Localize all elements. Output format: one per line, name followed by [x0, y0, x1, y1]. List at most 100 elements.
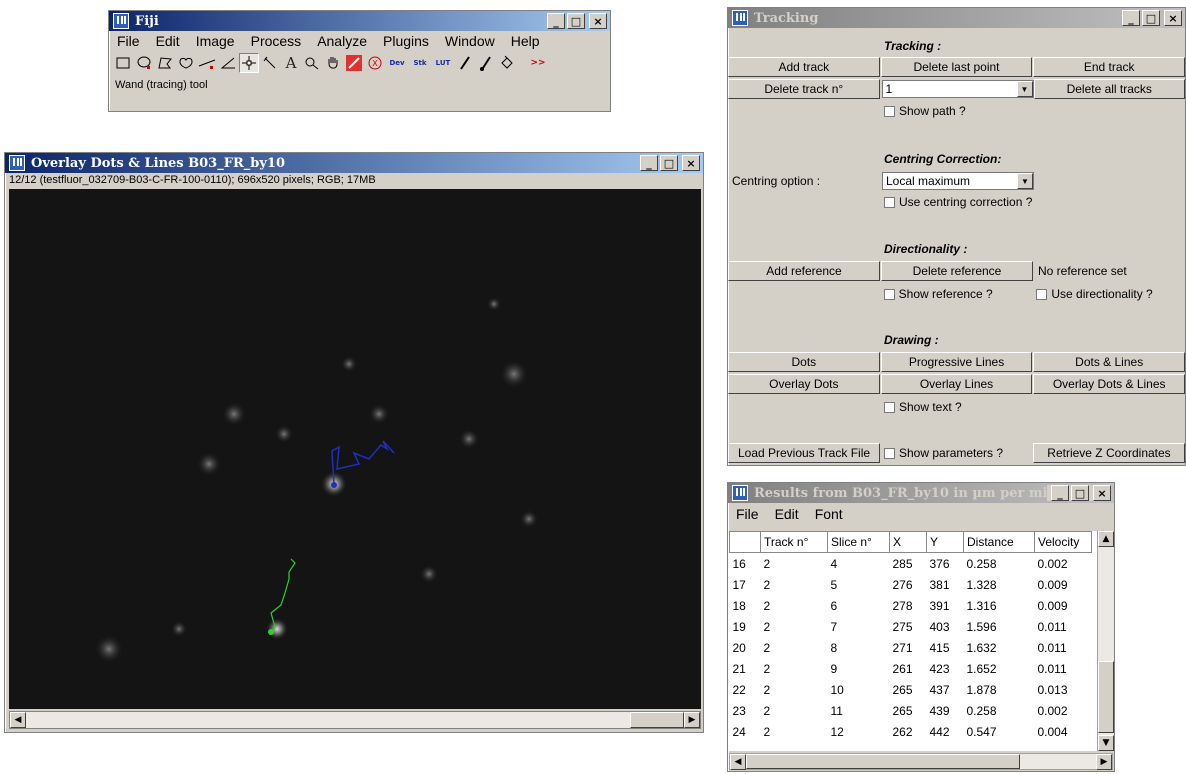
menu-window[interactable]: Window: [444, 33, 495, 49]
table-row[interactable]: 22 2 10 265 437 1.878 0.013: [730, 679, 1092, 700]
delete-track-n-button[interactable]: Delete track n°: [728, 79, 880, 99]
scroll-down-icon[interactable]: ▼: [1098, 735, 1114, 751]
minimize-button[interactable]: _: [640, 155, 658, 171]
col-header-velocity[interactable]: Velocity: [1034, 531, 1092, 553]
minimize-button[interactable]: _: [1122, 10, 1140, 26]
results-menu-file[interactable]: File: [736, 506, 759, 522]
show-parameters-checkbox[interactable]: Show parameters ?: [881, 443, 1033, 463]
image-canvas[interactable]: [9, 189, 701, 709]
close-button[interactable]: ×: [589, 13, 607, 29]
line-tool-icon[interactable]: [197, 53, 217, 73]
lut-menu-icon[interactable]: LUT: [435, 59, 451, 67]
close-button[interactable]: ×: [682, 155, 700, 171]
menu-file[interactable]: File: [117, 33, 140, 49]
minimize-button[interactable]: _: [1051, 485, 1069, 501]
use-centring-checkbox[interactable]: Use centring correction ?: [881, 192, 1034, 212]
col-header-distance[interactable]: Distance: [963, 531, 1035, 553]
table-row[interactable]: 20 2 8 271 415 1.632 0.011: [730, 637, 1092, 658]
end-track-button[interactable]: End track: [1033, 57, 1186, 77]
scroll-right-icon[interactable]: ▶: [1096, 754, 1112, 770]
menu-help[interactable]: Help: [510, 33, 540, 49]
table-row[interactable]: 17 2 5 276 381 1.328 0.009: [730, 574, 1092, 595]
add-track-button[interactable]: Add track: [728, 57, 880, 77]
delete-all-tracks-button[interactable]: Delete all tracks: [1033, 79, 1185, 99]
chevron-down-icon[interactable]: ▼: [1017, 173, 1033, 189]
checkbox-box[interactable]: [1036, 288, 1048, 300]
close-button[interactable]: ×: [1093, 485, 1111, 501]
table-row[interactable]: 16 2 4 285 376 0.258 0.002: [730, 553, 1092, 575]
maximize-button[interactable]: □: [1071, 485, 1089, 501]
rectangle-tool-icon[interactable]: [113, 53, 133, 73]
dots-button[interactable]: Dots: [728, 352, 880, 372]
progressive-lines-button[interactable]: Progressive Lines: [880, 352, 1033, 372]
table-row[interactable]: 24 2 12 262 442 0.547 0.004: [730, 721, 1092, 742]
magnifier-tool-icon[interactable]: [302, 53, 322, 73]
freehand-tool-icon[interactable]: [176, 53, 196, 73]
menu-plugins[interactable]: Plugins: [383, 33, 429, 49]
scroll-thumb[interactable]: [746, 754, 1020, 769]
checkbox-box[interactable]: [884, 447, 895, 459]
text-tool-icon[interactable]: A: [285, 54, 297, 72]
stk-menu-icon[interactable]: Stk: [413, 59, 427, 67]
polygon-tool-icon[interactable]: [155, 53, 175, 73]
angle-tool-icon[interactable]: [218, 53, 238, 73]
maximize-button[interactable]: □: [567, 13, 585, 29]
table-row[interactable]: 18 2 6 278 391 1.316 0.009: [730, 595, 1092, 616]
point-tool-icon[interactable]: [239, 53, 259, 73]
scroll-left-icon[interactable]: ◀: [730, 754, 746, 770]
stop-tool-icon[interactable]: X: [365, 53, 385, 73]
results-hscrollbar[interactable]: ◀ ▶: [729, 753, 1113, 770]
hand-tool-icon[interactable]: [323, 53, 343, 73]
scroll-right-icon[interactable]: ▶: [684, 712, 700, 728]
results-titlebar[interactable]: Results from B03_FR_by10 in µm per min _…: [728, 483, 1114, 503]
col-header-slice[interactable]: Slice n°: [827, 531, 890, 553]
brush-tool-icon[interactable]: [476, 53, 496, 73]
results-vscrollbar[interactable]: ▲ ▼: [1097, 531, 1114, 751]
delete-last-point-button[interactable]: Delete last point: [880, 57, 1033, 77]
wand-tool-icon[interactable]: [260, 53, 280, 73]
centring-option-select[interactable]: Local maximum ▼: [882, 172, 1034, 190]
scroll-up-icon[interactable]: ▲: [1098, 531, 1114, 547]
col-header-x[interactable]: X: [889, 531, 927, 553]
tracking-titlebar[interactable]: Tracking _ □ ×: [728, 8, 1185, 28]
table-row[interactable]: 21 2 9 261 423 1.652 0.011: [730, 658, 1092, 679]
scroll-left-icon[interactable]: ◀: [10, 712, 26, 728]
use-directionality-checkbox[interactable]: Use directionality ?: [1033, 284, 1186, 304]
show-reference-checkbox[interactable]: Show reference ?: [881, 284, 1034, 304]
image-titlebar[interactable]: Overlay Dots & Lines B03_FR_by10 _ □ ×: [5, 153, 703, 173]
menu-image[interactable]: Image: [195, 33, 235, 49]
flood-fill-tool-icon[interactable]: [497, 53, 517, 73]
results-menu-edit[interactable]: Edit: [774, 506, 799, 522]
more-tools-icon[interactable]: >>: [530, 58, 546, 68]
track-number-select[interactable]: 1 ▼: [881, 80, 1034, 98]
image-hscrollbar[interactable]: ◀ ▶: [9, 711, 701, 729]
show-text-checkbox[interactable]: Show text ?: [881, 397, 1034, 417]
menu-process[interactable]: Process: [250, 33, 302, 49]
show-path-checkbox[interactable]: Show path ?: [881, 101, 1034, 121]
results-menu-font[interactable]: Font: [814, 506, 843, 522]
color-picker-tool-icon[interactable]: [344, 53, 364, 73]
chevron-down-icon[interactable]: ▼: [1016, 81, 1033, 97]
overlay-lines-button[interactable]: Overlay Lines: [880, 374, 1033, 394]
delete-reference-button[interactable]: Delete reference: [881, 261, 1033, 281]
overlay-dots-button[interactable]: Overlay Dots: [728, 374, 880, 394]
scroll-thumb[interactable]: [630, 712, 684, 728]
fiji-titlebar[interactable]: Fiji _ □ ×: [109, 11, 610, 31]
checkbox-box[interactable]: [884, 196, 895, 208]
maximize-button[interactable]: □: [660, 155, 678, 171]
dev-menu-icon[interactable]: Dev: [389, 59, 405, 67]
retrieve-z-coordinates-button[interactable]: Retrieve Z Coordinates: [1032, 443, 1185, 463]
menu-edit[interactable]: Edit: [155, 33, 180, 49]
col-header-y[interactable]: Y: [926, 531, 964, 553]
checkbox-box[interactable]: [884, 401, 895, 413]
dots-lines-button[interactable]: Dots & Lines: [1033, 352, 1186, 372]
overlay-dots-lines-button[interactable]: Overlay Dots & Lines: [1033, 374, 1186, 394]
checkbox-box[interactable]: [884, 105, 895, 117]
maximize-button[interactable]: □: [1142, 10, 1160, 26]
col-header-track[interactable]: Track n°: [760, 531, 828, 553]
oval-tool-icon[interactable]: [134, 53, 154, 73]
pencil-tool-icon[interactable]: [455, 53, 475, 73]
add-reference-button[interactable]: Add reference: [728, 261, 880, 281]
checkbox-box[interactable]: [883, 288, 895, 300]
table-row[interactable]: 23 2 11 265 439 0.258 0.002: [730, 700, 1092, 721]
